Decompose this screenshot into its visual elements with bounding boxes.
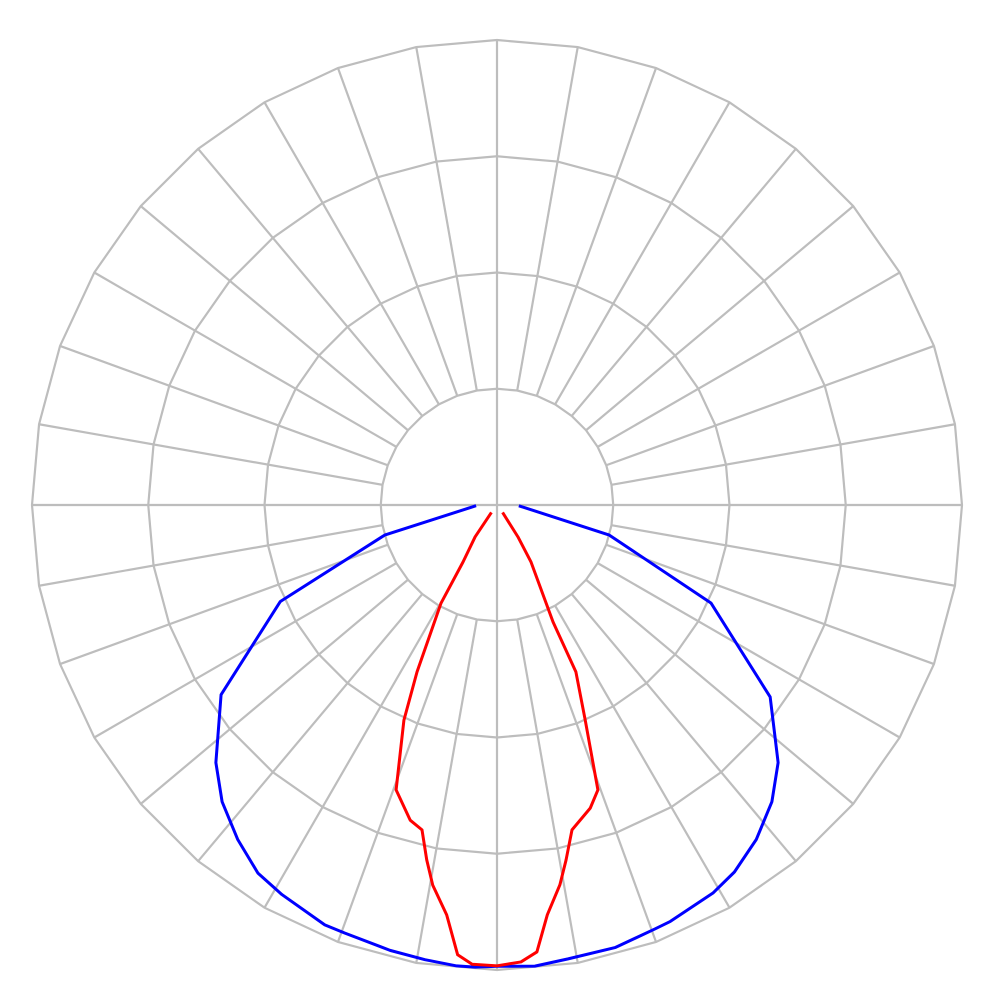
intensity-curve-red — [394, 511, 600, 968]
grid-spoke — [516, 46, 579, 391]
grid-spoke — [140, 578, 409, 805]
grid-spoke — [554, 101, 731, 405]
grid-spoke — [570, 593, 797, 862]
grid-spoke — [570, 148, 797, 417]
grid-spoke — [611, 524, 956, 587]
grid-spoke — [585, 578, 854, 805]
grid-spoke — [59, 543, 389, 666]
intensity-curve-blue — [214, 504, 780, 969]
grid-spoke — [38, 423, 383, 486]
grid-spoke — [93, 562, 397, 739]
grid-ring — [30, 38, 964, 972]
grid-spoke — [197, 148, 424, 417]
grid-spoke — [554, 605, 731, 909]
grid-spoke — [336, 67, 459, 397]
grid-spoke — [59, 344, 389, 467]
grid-ring — [379, 387, 615, 623]
polar-grid — [30, 38, 964, 972]
grid-spoke — [605, 344, 935, 467]
grid-spoke — [535, 67, 658, 397]
intensity-curves — [214, 504, 780, 969]
grid-spoke — [263, 605, 440, 909]
grid-ring — [263, 271, 731, 739]
grid-spoke — [197, 593, 424, 862]
grid-spoke — [415, 619, 478, 964]
grid-spoke — [263, 101, 440, 405]
grid-spoke — [611, 423, 956, 486]
grid-spoke — [597, 562, 901, 739]
grid-spoke — [140, 205, 409, 432]
grid-spoke — [38, 524, 383, 587]
grid-spoke — [585, 205, 854, 432]
grid-spoke — [516, 619, 579, 964]
grid-ring — [147, 155, 847, 855]
grid-spoke — [597, 271, 901, 448]
grid-spoke — [415, 46, 478, 391]
grid-spoke — [93, 271, 397, 448]
grid-spoke — [605, 543, 935, 666]
